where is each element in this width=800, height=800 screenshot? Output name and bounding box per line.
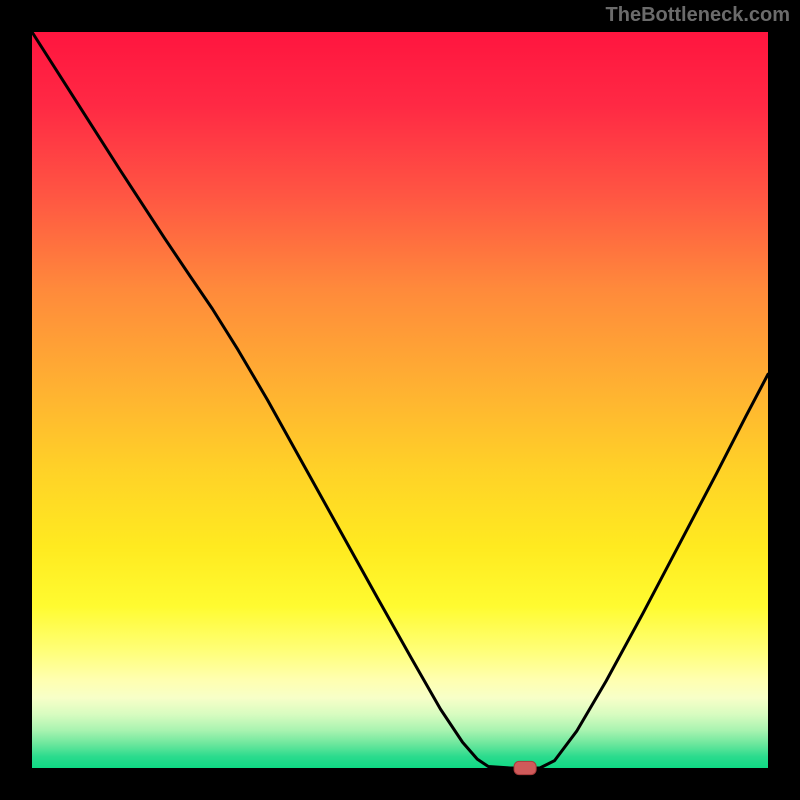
gradient-background — [32, 32, 768, 768]
bottleneck-curve-chart — [0, 0, 800, 800]
attribution-text: TheBottleneck.com — [606, 4, 790, 27]
chart-frame: TheBottleneck.com — [0, 0, 800, 800]
optimal-point-marker — [514, 761, 536, 774]
